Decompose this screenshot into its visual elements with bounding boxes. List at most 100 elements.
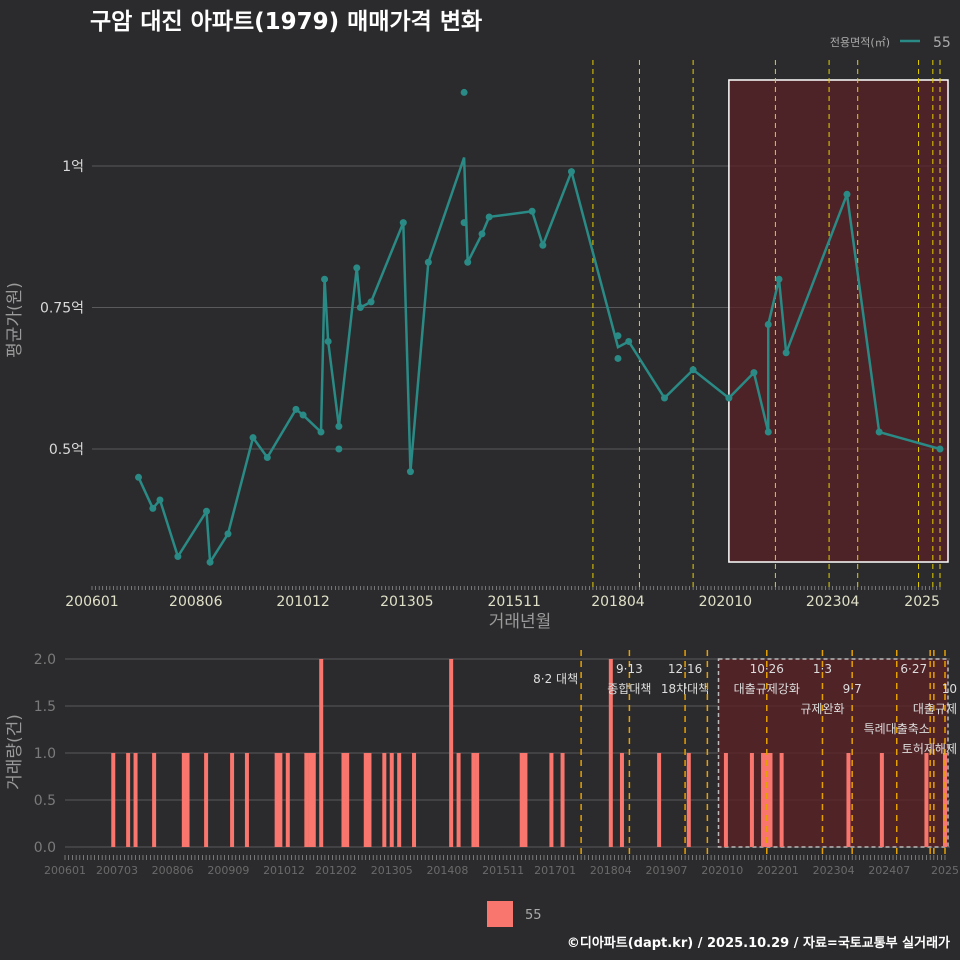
volume-bar: [152, 753, 157, 847]
x-tick-label: 200806: [152, 864, 194, 877]
price-point: [464, 258, 472, 266]
footer-credit: ©디아파트(dapt.kr) / 2025.10.29 / 자료=국토교통부 실…: [567, 935, 950, 951]
x-tick-label: 200909: [207, 864, 249, 877]
legend-swatch: [487, 901, 513, 927]
x-tick-label: 201804: [591, 594, 645, 610]
price-point: [775, 275, 783, 283]
y-tick-label: 2.0: [34, 652, 56, 668]
price-point: [356, 304, 364, 311]
volume-bar: [560, 753, 565, 847]
volume-bar: [761, 753, 766, 847]
price-point: [725, 394, 733, 402]
price-point: [614, 354, 622, 362]
y-tick-label: 0.5: [34, 793, 56, 809]
volume-bar: [185, 753, 190, 847]
event-date: 10·26: [750, 662, 784, 676]
legend-label: 55: [933, 35, 951, 51]
volume-bar: [608, 659, 613, 847]
x-tick-label: 201408: [426, 864, 468, 877]
price-point: [406, 468, 414, 476]
volume-bar: [779, 753, 784, 847]
volume-bar: [304, 753, 309, 847]
event-date: 12·16: [668, 662, 702, 676]
x-tick-label: 201305: [371, 864, 413, 877]
x-tick-label: 201511: [482, 864, 524, 877]
y-tick-label: 0.5억: [49, 442, 84, 458]
x-tick-label: 201907: [646, 864, 688, 877]
x-tick-label: 2025: [931, 864, 959, 877]
volume-bar: [523, 753, 528, 847]
price-point: [249, 434, 257, 442]
volume-bar: [471, 753, 476, 847]
price-point: [367, 298, 375, 306]
x-tick-label: 201804: [590, 864, 632, 877]
event-label: 18차대책: [661, 681, 709, 696]
y-tick-label: 0.0: [34, 840, 56, 856]
x-tick-label: 200601: [44, 864, 86, 877]
x-tick-label: 202304: [806, 594, 860, 610]
x-tick-label: 2025: [904, 594, 940, 610]
x-tick-label: 200703: [96, 864, 138, 877]
y-axis-title: 거래량(건): [5, 714, 25, 790]
volume-bar: [846, 753, 851, 847]
price-point: [174, 553, 182, 561]
volume-bar: [111, 753, 116, 847]
event-label: 토허제해제: [902, 742, 957, 756]
price-point: [460, 88, 468, 96]
volume-bar: [686, 753, 691, 847]
volume-bar: [345, 753, 350, 847]
price-point: [206, 558, 214, 566]
price-point: [149, 504, 157, 512]
volume-bar: [879, 753, 884, 847]
x-tick-label: 201701: [534, 864, 576, 877]
event-date: 9·13: [616, 662, 643, 676]
x-tick-label: 201511: [487, 594, 540, 610]
x-tick-label: 201305: [380, 594, 433, 610]
event-date: 6·27: [900, 662, 927, 676]
x-tick-label: 202201: [757, 864, 799, 877]
event-label: 대출규제: [913, 702, 957, 716]
price-point: [156, 496, 164, 504]
y-tick-label: 0.75억: [40, 301, 84, 317]
price-point: [539, 241, 547, 249]
volume-bar: [519, 753, 524, 847]
price-point: [936, 445, 944, 453]
price-point: [424, 258, 432, 266]
price-point: [782, 349, 790, 357]
x-axis-title: 거래년월: [489, 612, 552, 632]
volume-bar: [244, 753, 249, 847]
price-point: [335, 422, 343, 430]
volume-bar: [943, 753, 947, 847]
price-point: [224, 530, 232, 538]
event-label: 9·7: [843, 682, 862, 696]
volume-bar: [319, 659, 324, 847]
event-date: 10: [942, 682, 957, 696]
price-point: [135, 473, 143, 481]
volume-bar: [397, 753, 402, 847]
event-label: 8·2 대책: [533, 671, 578, 686]
price-point: [875, 428, 883, 436]
event-date: 1·3: [813, 662, 832, 676]
volume-bar: [274, 753, 279, 847]
y-tick-label: 1.0: [34, 746, 56, 762]
price-point: [202, 507, 210, 515]
y-tick-label: 1.5: [34, 699, 56, 715]
volume-bar: [389, 753, 394, 847]
x-tick-label: 201012: [276, 594, 329, 610]
x-tick-label: 200601: [65, 594, 118, 610]
volume-bar: [181, 753, 186, 847]
price-point: [528, 207, 536, 215]
volume-bar: [723, 753, 728, 847]
volume-bar: [308, 753, 313, 847]
x-tick-label: 202010: [701, 864, 743, 877]
volume-bar: [475, 753, 480, 847]
legend-label: 55: [525, 908, 542, 923]
volume-bar: [456, 753, 461, 847]
volume-bar: [133, 753, 138, 847]
price-point: [750, 369, 758, 377]
x-tick-label: 202304: [813, 864, 855, 877]
price-point: [299, 411, 307, 419]
highlight-box: [717, 658, 949, 848]
